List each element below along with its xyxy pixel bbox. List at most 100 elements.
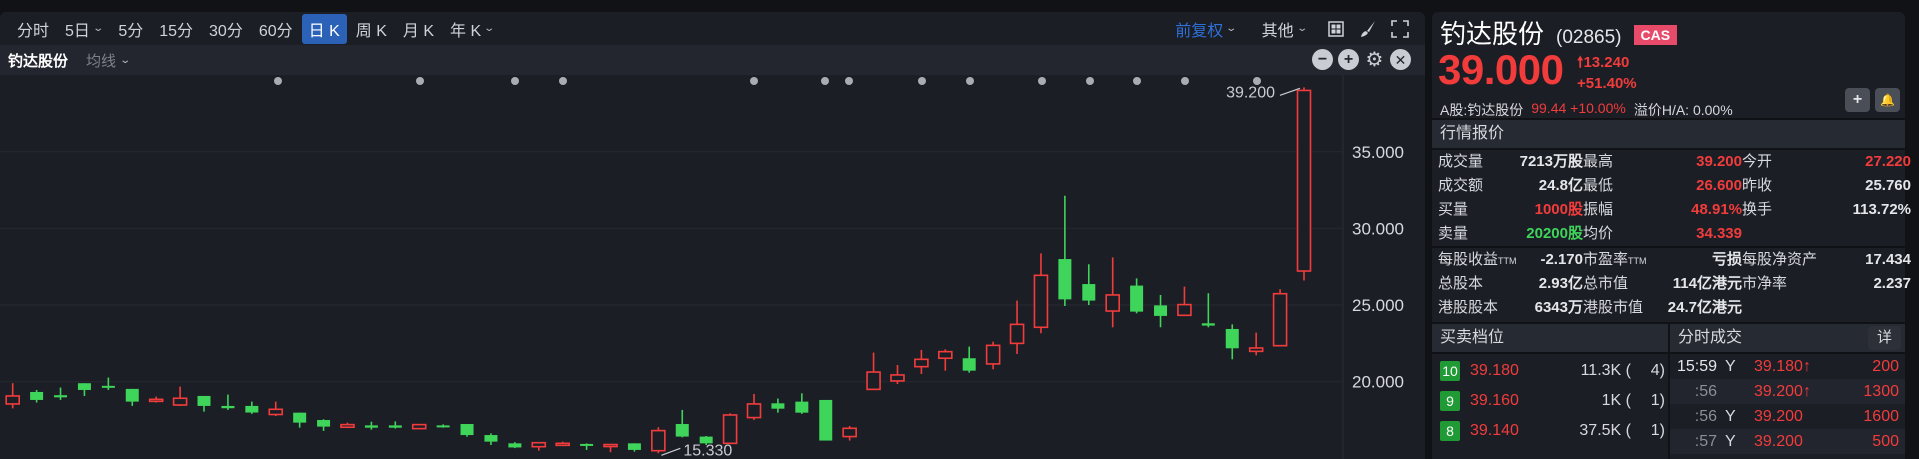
candle[interactable] [125, 388, 139, 406]
candle[interactable] [340, 422, 355, 429]
candle[interactable] [317, 419, 331, 431]
orderbook-row[interactable]: 9 39.160 1K ( 1) [1432, 386, 1669, 416]
event-marker-dot[interactable] [1133, 77, 1141, 85]
candlestick-chart[interactable]: 35.000 30.000 25.000 20.000 39.200 15.330 [0, 12, 1425, 459]
tab-yearly-k[interactable]: 年 K ⌄ [443, 14, 501, 44]
candle[interactable] [603, 443, 618, 453]
event-marker-dot[interactable] [918, 77, 926, 85]
candle[interactable] [54, 387, 68, 400]
candle[interactable] [411, 423, 427, 430]
candle[interactable] [268, 401, 284, 417]
tab-30min[interactable]: 30分 [202, 14, 250, 44]
candle[interactable] [508, 442, 522, 449]
tab-monthly-k[interactable]: 月 K [396, 14, 441, 44]
candle[interactable] [1296, 87, 1312, 281]
candle[interactable] [1033, 253, 1049, 334]
candle[interactable] [77, 383, 91, 396]
close-icon[interactable]: ✕ [1390, 49, 1411, 70]
candle[interactable] [699, 435, 713, 446]
event-marker-dot[interactable] [821, 77, 829, 85]
event-marker-dot[interactable] [750, 77, 758, 85]
candle[interactable] [245, 401, 259, 414]
candle[interactable] [890, 364, 905, 384]
candle[interactable] [460, 424, 474, 437]
stat-value: 2.93亿 [1538, 275, 1583, 292]
candle[interactable] [364, 421, 378, 430]
brush-icon[interactable] [1357, 18, 1379, 40]
candle[interactable] [531, 441, 547, 451]
candle[interactable] [675, 409, 689, 438]
event-marker-dot[interactable] [559, 77, 567, 85]
candle[interactable] [1177, 286, 1192, 317]
tab-15min[interactable]: 15分 [152, 14, 200, 44]
stat-label: 每股净资产 [1742, 251, 1818, 268]
candle[interactable] [172, 386, 188, 406]
candle[interactable] [221, 394, 235, 410]
candle[interactable] [1225, 324, 1239, 360]
candle[interactable] [771, 398, 785, 413]
tab-daily-k[interactable]: 日 K [301, 13, 347, 44]
zoom-in-icon[interactable]: + [1338, 49, 1359, 70]
event-marker-dot[interactable] [416, 77, 424, 85]
event-marker-dot[interactable] [966, 77, 974, 85]
candle[interactable] [795, 393, 809, 414]
candle[interactable] [5, 383, 20, 409]
candle[interactable] [938, 349, 953, 371]
candle[interactable] [436, 424, 450, 428]
candle[interactable] [101, 377, 115, 390]
candle[interactable] [1058, 195, 1072, 306]
fullscreen-icon[interactable] [1389, 18, 1411, 40]
candle[interactable] [651, 427, 666, 454]
trades-detail-button[interactable]: 详 [1867, 326, 1901, 350]
tab-5min[interactable]: 5分 [111, 14, 150, 44]
candle[interactable] [962, 346, 976, 373]
candle[interactable] [197, 395, 211, 412]
trades-title-label: 分时成交 [1678, 329, 1743, 346]
candle[interactable] [293, 412, 307, 428]
gear-icon[interactable]: ⚙ [1365, 48, 1384, 71]
candle[interactable] [866, 352, 881, 391]
candle[interactable] [555, 441, 570, 447]
candle[interactable] [842, 426, 857, 441]
event-marker-dot[interactable] [274, 77, 282, 85]
candle[interactable] [388, 421, 402, 429]
candle[interactable] [985, 341, 1001, 370]
bell-icon[interactable]: 🔔 [1875, 88, 1900, 112]
candle[interactable] [1272, 289, 1288, 347]
candle[interactable] [1154, 294, 1168, 328]
event-marker-dot[interactable] [1181, 77, 1189, 85]
candle[interactable] [484, 433, 498, 446]
candle[interactable] [914, 349, 929, 375]
candle[interactable] [1009, 300, 1025, 354]
add-watchlist-button[interactable]: + [1845, 88, 1870, 112]
candle[interactable] [722, 413, 738, 445]
ma-dropdown[interactable]: 均线 ⌄ [86, 50, 131, 71]
other-dropdown[interactable]: 其他 ⌄ [1255, 14, 1313, 44]
event-marker-dot[interactable] [845, 77, 853, 85]
candle[interactable] [1248, 332, 1264, 356]
tab-fenshi[interactable]: 分时 [10, 14, 56, 44]
orderbook-row[interactable]: 10 39.180 11.3K ( 4) [1432, 356, 1669, 386]
candle[interactable] [1130, 278, 1144, 314]
candle[interactable] [746, 393, 762, 421]
adjust-dropdown[interactable]: 前复权 ⌄ [1168, 14, 1242, 44]
event-marker-dot[interactable] [1038, 77, 1046, 85]
event-marker-dot[interactable] [1086, 77, 1094, 85]
candle[interactable] [1201, 293, 1215, 328]
candle[interactable] [148, 396, 164, 403]
candle[interactable] [1105, 257, 1120, 328]
candle[interactable] [580, 443, 594, 450]
trade-row: 15:59 Y 39.180↑ 200 [1670, 354, 1905, 379]
tab-5day[interactable]: 5日 ⌄ [58, 14, 109, 44]
event-marker-dot[interactable] [1253, 77, 1261, 85]
candle[interactable] [627, 443, 641, 452]
tab-60min[interactable]: 60分 [252, 14, 300, 44]
orderbook-row[interactable]: 8 39.140 37.5K ( 1) [1432, 416, 1669, 446]
candle[interactable] [1082, 264, 1096, 306]
candle[interactable] [819, 399, 833, 441]
tab-weekly-k[interactable]: 周 K [349, 14, 394, 44]
zoom-out-icon[interactable]: − [1312, 49, 1333, 70]
candle[interactable] [30, 389, 44, 403]
event-marker-dot[interactable] [511, 77, 519, 85]
layout-grid-icon[interactable] [1325, 18, 1347, 40]
